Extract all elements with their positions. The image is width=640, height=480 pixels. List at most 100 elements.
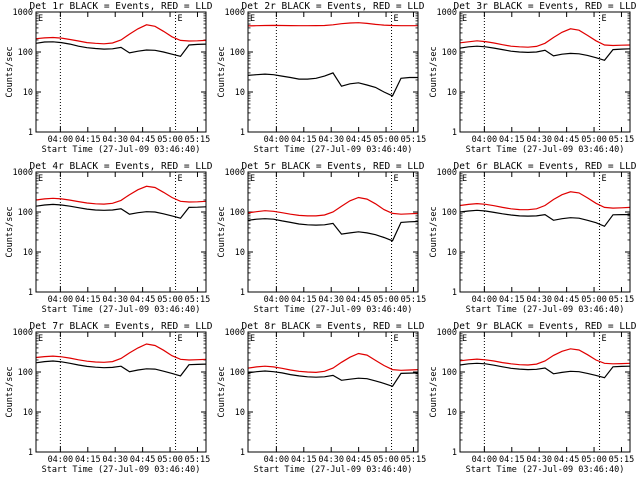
chart-title: Det 1r BLACK = Events, RED = LLD bbox=[29, 1, 212, 12]
x-tick-label: 05:15 bbox=[401, 135, 427, 145]
x-tick-label: 04:15 bbox=[291, 455, 317, 465]
chart-title: Det 4r BLACK = Events, RED = LLD bbox=[29, 161, 212, 172]
y-tick-label: 10 bbox=[235, 408, 245, 418]
y-tick-label: 1 bbox=[452, 288, 457, 298]
y-tick-label: 10 bbox=[447, 248, 457, 258]
event-marker: E bbox=[462, 334, 467, 344]
event-marker: E bbox=[250, 174, 255, 184]
x-tick-label: 04:45 bbox=[346, 455, 372, 465]
event-marker: E bbox=[178, 174, 183, 184]
y-axis-label: Counts/sec bbox=[217, 366, 227, 417]
series-line-2 bbox=[459, 191, 631, 211]
x-tick-label: 04:45 bbox=[554, 135, 580, 145]
x-axis-label: Start Time (27-Jul-09 03:46:40) bbox=[42, 145, 201, 155]
x-tick-label: 05:15 bbox=[609, 135, 635, 145]
x-tick-label: 04:15 bbox=[75, 295, 101, 305]
x-tick-label: 05:00 bbox=[157, 295, 183, 305]
event-marker: E bbox=[462, 14, 467, 24]
y-tick-label: 1 bbox=[240, 448, 245, 458]
y-tick-label: 10 bbox=[23, 88, 33, 98]
x-tick-label: 04:15 bbox=[291, 135, 317, 145]
y-tick-label: 10 bbox=[23, 248, 33, 258]
x-tick-label: 05:00 bbox=[581, 135, 607, 145]
event-marker: E bbox=[602, 174, 607, 184]
x-axis-label: Start Time (27-Jul-09 03:46:40) bbox=[466, 465, 625, 475]
y-tick-label: 100 bbox=[18, 208, 33, 218]
event-marker: E bbox=[602, 14, 607, 24]
x-tick-label: 05:00 bbox=[373, 455, 399, 465]
x-tick-label: 05:00 bbox=[373, 295, 399, 305]
plot-frame bbox=[35, 11, 207, 133]
y-axis-label: Counts/sec bbox=[217, 206, 227, 257]
plot-frame bbox=[459, 331, 631, 453]
event-marker: E bbox=[178, 14, 183, 24]
y-tick-label: 10 bbox=[235, 248, 245, 258]
x-tick-label: 04:45 bbox=[130, 455, 156, 465]
series-line-1 bbox=[35, 203, 207, 219]
event-marker: E bbox=[38, 174, 43, 184]
series-line-1 bbox=[459, 362, 631, 379]
chart-title: Det 8r BLACK = Events, RED = LLD bbox=[241, 321, 424, 332]
chart-panel-6: Det 6r BLACK = Events, RED = LLD Counts/s… bbox=[429, 161, 637, 315]
y-tick-label: 1000 bbox=[13, 8, 33, 18]
x-tick-label: 05:00 bbox=[581, 295, 607, 305]
x-tick-label: 04:45 bbox=[554, 295, 580, 305]
chart-title: Det 3r BLACK = Events, RED = LLD bbox=[453, 1, 636, 12]
chart-panel-4: Det 4r BLACK = Events, RED = LLD Counts/s… bbox=[5, 161, 213, 315]
y-axis-label: Counts/sec bbox=[5, 46, 15, 97]
x-tick-label: 04:30 bbox=[526, 135, 552, 145]
y-tick-label: 100 bbox=[230, 208, 245, 218]
x-tick-label: 05:15 bbox=[401, 455, 427, 465]
series-line-1 bbox=[247, 72, 418, 97]
series-line-1 bbox=[459, 209, 630, 228]
x-axis-label: Start Time (27-Jul-09 03:46:40) bbox=[466, 145, 625, 155]
plot-frame bbox=[247, 171, 419, 293]
x-tick-label: 04:30 bbox=[318, 455, 344, 465]
y-axis-label: Counts/sec bbox=[429, 206, 439, 257]
x-axis-label: Start Time (27-Jul-09 03:46:40) bbox=[42, 465, 201, 475]
event-marker: E bbox=[394, 174, 399, 184]
x-tick-label: 05:15 bbox=[185, 135, 211, 145]
plot-frame bbox=[247, 11, 419, 133]
chart-title: Det 5r BLACK = Events, RED = LLD bbox=[241, 161, 424, 172]
event-marker: E bbox=[250, 14, 255, 24]
event-marker: E bbox=[178, 334, 183, 344]
x-tick-label: 04:15 bbox=[291, 295, 317, 305]
plot-frame bbox=[35, 331, 207, 453]
x-axis-label: Start Time (27-Jul-09 03:46:40) bbox=[254, 305, 413, 315]
y-tick-label: 100 bbox=[18, 368, 33, 378]
x-tick-label: 04:00 bbox=[472, 135, 498, 145]
series-line-2 bbox=[459, 28, 631, 48]
y-tick-label: 1 bbox=[28, 448, 33, 458]
x-tick-label: 05:00 bbox=[373, 135, 399, 145]
x-tick-label: 04:45 bbox=[346, 295, 372, 305]
y-tick-label: 1 bbox=[28, 288, 33, 298]
x-tick-label: 05:00 bbox=[157, 135, 183, 145]
x-axis-label: Start Time (27-Jul-09 03:46:40) bbox=[42, 305, 201, 315]
y-tick-label: 1000 bbox=[437, 8, 457, 18]
y-tick-label: 100 bbox=[18, 48, 33, 58]
series-line-2 bbox=[247, 352, 419, 374]
chart-panel-5: Det 5r BLACK = Events, RED = LLD Counts/s… bbox=[217, 161, 426, 315]
x-tick-label: 04:30 bbox=[526, 455, 552, 465]
y-tick-label: 1000 bbox=[225, 328, 245, 338]
x-tick-label: 05:15 bbox=[185, 455, 211, 465]
x-tick-label: 05:15 bbox=[401, 295, 427, 305]
event-marker: E bbox=[394, 334, 399, 344]
series-line-1 bbox=[247, 370, 419, 388]
chart-title: Det 9r BLACK = Events, RED = LLD bbox=[453, 321, 636, 332]
x-tick-label: 04:00 bbox=[264, 295, 290, 305]
x-tick-label: 04:00 bbox=[472, 455, 498, 465]
x-tick-label: 04:00 bbox=[264, 135, 290, 145]
y-tick-label: 100 bbox=[230, 368, 245, 378]
x-tick-label: 04:15 bbox=[75, 455, 101, 465]
event-marker: E bbox=[462, 174, 467, 184]
y-tick-label: 10 bbox=[447, 88, 457, 98]
x-tick-label: 04:00 bbox=[48, 455, 74, 465]
x-axis-label: Start Time (27-Jul-09 03:46:40) bbox=[254, 465, 413, 475]
x-tick-label: 04:30 bbox=[102, 455, 128, 465]
chart-panel-1: Det 1r BLACK = Events, RED = LLD Counts/s… bbox=[5, 1, 213, 155]
x-tick-label: 04:00 bbox=[472, 295, 498, 305]
x-tick-label: 04:30 bbox=[526, 295, 552, 305]
series-line-2 bbox=[35, 24, 207, 45]
